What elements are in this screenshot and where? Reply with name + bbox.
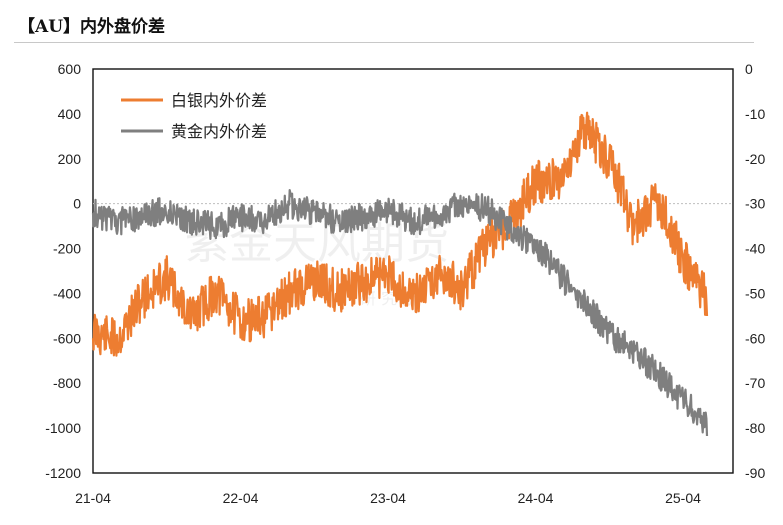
x-axis-tick-label: 24-04	[518, 490, 554, 506]
right-axis-tick-label: -80	[745, 420, 765, 436]
left-axis-tick-label: -1000	[45, 420, 81, 436]
left-axis-tick-label: 400	[58, 106, 82, 122]
right-axis-tick-label: -60	[745, 330, 765, 346]
x-axis-tick-label: 25-04	[665, 490, 701, 506]
left-y-axis: 600 400 200 0 -200 -400 -600 -800 -1000 -1200	[45, 61, 81, 481]
series-line-gold-spread	[91, 189, 709, 437]
left-axis-tick-label: -1200	[45, 465, 81, 481]
left-axis-tick-label: -400	[53, 285, 81, 301]
right-axis-tick-label: -40	[745, 241, 765, 257]
left-axis-tick-label: -800	[53, 375, 81, 391]
left-axis-tick-label: 600	[58, 61, 82, 77]
left-axis-tick-label: 200	[58, 151, 82, 167]
x-axis-tick-label: 22-04	[223, 490, 259, 506]
right-axis-tick-label: -90	[745, 465, 765, 481]
x-axis-tick-label: 23-04	[370, 490, 406, 506]
legend-label: 黄金内外价差	[171, 122, 267, 141]
plot-frame	[92, 68, 734, 474]
right-axis-tick-label: 0	[745, 61, 753, 77]
legend-label: 白银内外价差	[171, 91, 267, 110]
left-axis-tick-label: -200	[53, 241, 81, 257]
right-axis-tick-label: -10	[745, 106, 765, 122]
series-line-silver-spread	[91, 111, 709, 357]
chart-title: 【AU】内外盘价差	[18, 17, 166, 37]
chart-header: 【AU】内外盘价差	[14, 6, 754, 43]
right-y-axis: 0 -10 -20 -30 -40 -50 -60 -70 -80 -90	[745, 61, 765, 481]
right-axis-tick-label: -70	[745, 375, 765, 391]
right-axis-tick-label: -50	[745, 285, 765, 301]
right-axis-tick-label: -20	[745, 151, 765, 167]
x-axis: 21-04 22-04 23-04 24-04 25-04	[75, 490, 701, 506]
x-axis-tick-label: 21-04	[75, 490, 111, 506]
left-axis-tick-label: 0	[73, 196, 81, 212]
right-axis-tick-label: -30	[745, 196, 765, 212]
left-axis-tick-label: -600	[53, 330, 81, 346]
